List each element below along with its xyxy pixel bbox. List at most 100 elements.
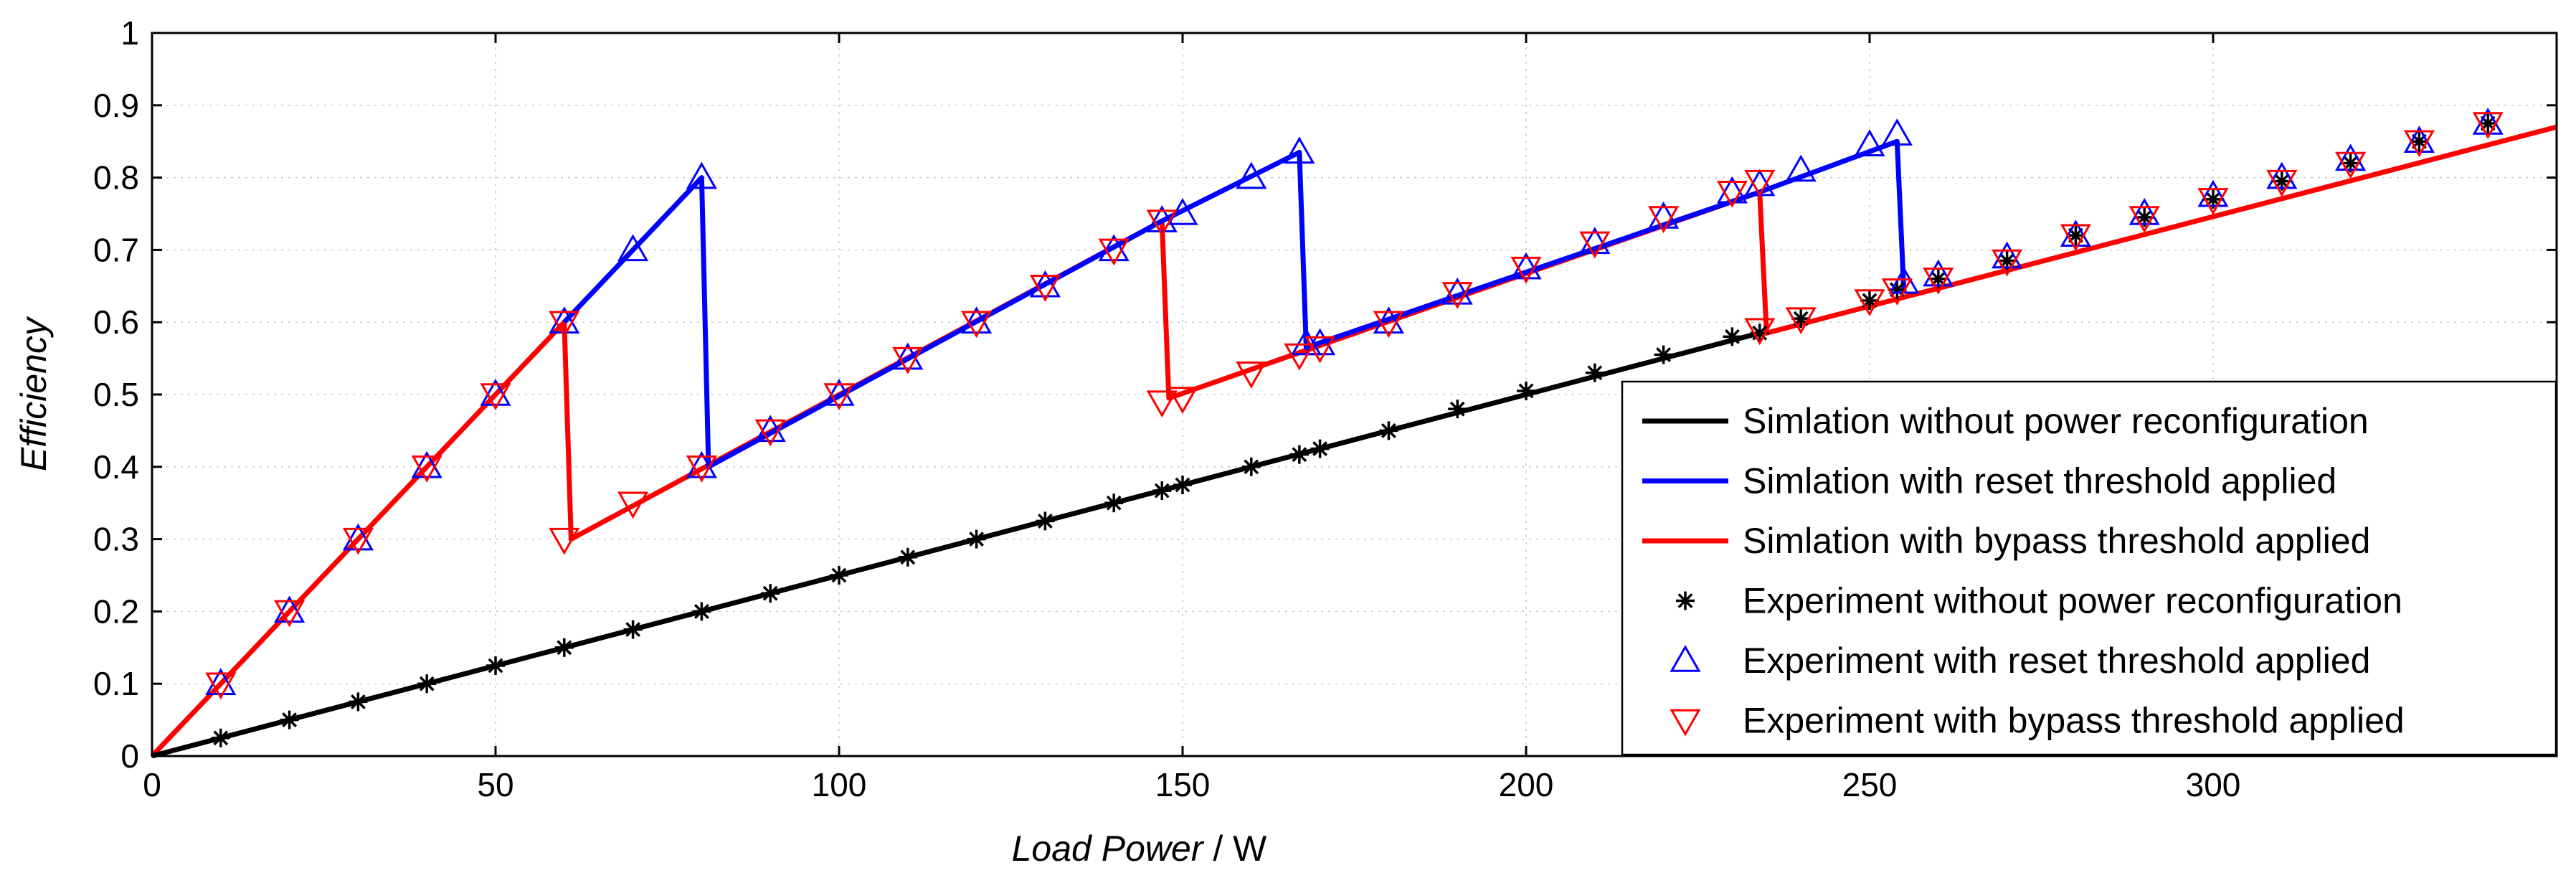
data-point-series-5	[1579, 231, 1611, 259]
data-point-series-3	[554, 638, 574, 657]
data-point-series-3	[623, 620, 643, 639]
series-line-2	[150, 124, 2557, 758]
data-point-series-3	[1152, 481, 1172, 501]
data-point-series-5	[823, 383, 855, 411]
data-point-series-3	[1517, 381, 1535, 400]
data-point-series-4	[411, 450, 442, 478]
data-point-series-4	[2335, 143, 2367, 171]
data-point-series-4	[1284, 136, 1315, 164]
data-point-series-5	[1716, 181, 1748, 208]
data-point-series-3	[1791, 309, 1811, 329]
data-point-series-5	[1098, 238, 1130, 266]
data-point-series-4	[342, 523, 374, 551]
data-point-series-5	[1284, 343, 1315, 371]
data-point-series-5	[1923, 267, 1954, 295]
data-point-series-5	[1167, 387, 1198, 415]
data-point-series-5	[1146, 209, 1178, 237]
data-point-series-3	[2478, 114, 2498, 133]
data-point-series-5	[2472, 112, 2504, 140]
legend-entry-label: Simlation with bypass threshold applied	[1743, 521, 2371, 561]
legend-entry-label: Experiment without power reconfiguration	[1743, 581, 2402, 621]
data-point-series-5	[1992, 249, 2023, 277]
data-point-series-3	[1448, 400, 1467, 419]
data-point-series-5	[1648, 206, 1680, 234]
data-point-series-5	[1029, 275, 1061, 302]
data-point-series-3	[211, 728, 230, 747]
data-point-series-5	[549, 527, 580, 555]
legend-entry-label: Experiment with bypass threshold applied	[1743, 701, 2405, 741]
axis-ticks: 0 50 100 150 200 250 300 0 0.1 0.2 0.3 0.4 0.5 0.6 0.7…	[93, 14, 2557, 803]
data-point-series-3	[2066, 226, 2085, 245]
data-point-series-4	[2403, 126, 2435, 153]
y-tick-label: 0.3	[93, 521, 139, 558]
data-point-series-5	[1146, 390, 1178, 418]
data-point-series-5	[1236, 362, 1267, 389]
data-point-series-4	[1854, 129, 1885, 156]
data-point-series-5	[480, 383, 511, 411]
x-tick-label: 50	[477, 766, 513, 803]
data-point-series-5	[1744, 169, 1776, 197]
data-point-series-5	[754, 419, 786, 447]
y-tick-label: 0.1	[93, 665, 139, 702]
x-tick-label: 200	[1499, 766, 1554, 803]
data-point-series-4	[2472, 107, 2504, 135]
data-point-series-5	[1510, 256, 1542, 284]
data-point-series-3	[1310, 439, 1330, 458]
data-point-series-4	[961, 306, 993, 334]
y-axis-label: Efficiency	[14, 316, 54, 471]
data-point-series-5	[2403, 130, 2435, 158]
data-point-series-5	[1304, 336, 1336, 364]
legend-entry-label: Simlation without power reconfiguration	[1743, 401, 2369, 441]
data-point-series-5	[1854, 289, 1885, 316]
data-point-series-3	[1241, 457, 1261, 476]
x-tick-label: 250	[1842, 766, 1898, 803]
data-point-series-3	[1585, 363, 1604, 382]
data-point-series-5	[549, 311, 580, 339]
data-point-series-4	[1441, 277, 1473, 305]
data-point-series-4	[549, 306, 580, 334]
data-point-series-4	[1785, 154, 1817, 182]
data-point-series-3	[1289, 445, 1309, 464]
x-tick-label: 300	[2186, 766, 2241, 803]
legend-marker-swatch	[1676, 591, 1695, 610]
data-point-series-4	[205, 668, 237, 695]
legend-box	[1621, 380, 2557, 756]
series-line-0	[151, 330, 1761, 759]
data-point-series-3	[280, 710, 299, 729]
y-tick-label: 0.5	[93, 376, 139, 413]
data-point-series-3	[830, 566, 848, 585]
data-point-series-4	[1098, 234, 1130, 262]
data-point-series-4	[1923, 259, 1954, 287]
y-tick-label: 0.4	[93, 448, 139, 486]
y-tick-label: 1	[120, 14, 139, 52]
data-point-series-3	[967, 529, 986, 549]
data-point-series-3	[1104, 494, 1124, 513]
data-point-series-5	[1744, 318, 1776, 346]
legend-marker-swatch	[1670, 644, 1701, 672]
x-axis-label: Load Power / W	[1012, 828, 1268, 869]
data-point-series-4	[1510, 252, 1542, 280]
data-point-series-4	[274, 595, 306, 623]
data-point-series-4	[617, 234, 649, 262]
data-point-series-5	[1441, 282, 1473, 309]
data-point-series-4	[754, 415, 786, 443]
data-point-series-4	[1881, 118, 1913, 146]
data-point-series-3	[898, 547, 917, 567]
legend-marker-swatch	[1670, 709, 1701, 737]
data-point-series-3	[1888, 280, 1907, 299]
data-point-series-4	[686, 161, 717, 189]
x-tick-label: 150	[1155, 766, 1211, 803]
data-point-series-5	[274, 600, 306, 628]
data-point-series-4	[1304, 328, 1336, 356]
x-tick-label: 0	[143, 766, 161, 803]
data-point-series-5	[2128, 206, 2160, 234]
data-point-series-5	[961, 311, 993, 339]
x-axis-label-main: Load Power	[1012, 828, 1205, 869]
data-point-series-3	[761, 584, 780, 603]
data-point-series-5	[1373, 311, 1404, 339]
data-point-series-5	[1881, 278, 1913, 306]
y-tick-label: 0.8	[93, 159, 139, 197]
data-point-series-5	[411, 455, 442, 483]
legend-entry-label: Experiment with reset threshold applied	[1743, 641, 2370, 681]
data-point-series-4	[1992, 241, 2023, 269]
